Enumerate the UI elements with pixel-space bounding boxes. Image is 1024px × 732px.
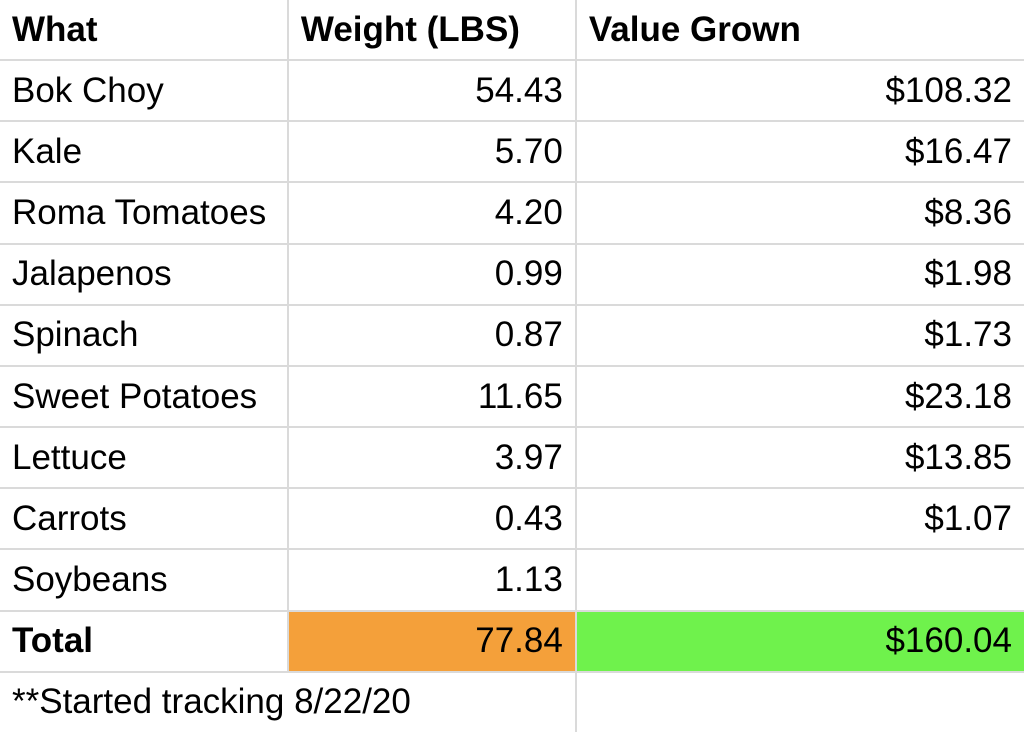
table-row: Jalapenos 0.99 $1.98 bbox=[0, 242, 1024, 306]
total-value-cell[interactable]: $160.04 bbox=[574, 609, 1024, 673]
cell-weight[interactable]: 0.87 bbox=[286, 303, 577, 367]
cell-value[interactable]: $1.07 bbox=[574, 487, 1024, 551]
cell-weight[interactable]: 1.13 bbox=[286, 548, 577, 612]
cell-weight[interactable]: 0.43 bbox=[286, 487, 577, 551]
cell-what[interactable]: Bok Choy bbox=[0, 59, 289, 123]
cell-weight[interactable]: 0.99 bbox=[286, 242, 577, 306]
cell-what[interactable]: Kale bbox=[0, 120, 289, 184]
cell-weight[interactable]: 11.65 bbox=[286, 364, 577, 429]
table-row: Carrots 0.43 $1.07 bbox=[0, 487, 1024, 551]
cell-what[interactable]: Spinach bbox=[0, 303, 289, 367]
cell-weight[interactable]: 5.70 bbox=[286, 120, 577, 184]
cell-value[interactable]: $13.85 bbox=[574, 426, 1024, 490]
table-row: Lettuce 3.97 $13.85 bbox=[0, 426, 1024, 490]
table-row: Roma Tomatoes 4.20 $8.36 bbox=[0, 181, 1024, 245]
cell-value[interactable]: $16.47 bbox=[574, 120, 1024, 184]
total-label-cell[interactable]: Total bbox=[0, 609, 289, 673]
cell-what[interactable]: Sweet Potatoes bbox=[0, 364, 289, 429]
table-row: Bok Choy 54.43 $108.32 bbox=[0, 59, 1024, 123]
footnote-row: **Started tracking 8/22/20 bbox=[0, 670, 1024, 732]
table-row: Soybeans 1.13 bbox=[0, 548, 1024, 612]
header-row: What Weight (LBS) Value Grown bbox=[0, 0, 1024, 62]
total-weight-cell[interactable]: 77.84 bbox=[286, 609, 577, 673]
header-cell-weight[interactable]: Weight (LBS) bbox=[286, 0, 577, 62]
header-cell-value[interactable]: Value Grown bbox=[574, 0, 1024, 62]
cell-what[interactable]: Roma Tomatoes bbox=[0, 181, 289, 245]
total-row: Total 77.84 $160.04 bbox=[0, 609, 1024, 673]
cell-value[interactable]: $23.18 bbox=[574, 364, 1024, 429]
table-row: Spinach 0.87 $1.73 bbox=[0, 303, 1024, 367]
cell-what[interactable]: Soybeans bbox=[0, 548, 289, 612]
cell-weight[interactable]: 54.43 bbox=[286, 59, 577, 123]
cell-value[interactable]: $8.36 bbox=[574, 181, 1024, 245]
cell-weight[interactable]: 3.97 bbox=[286, 426, 577, 490]
cell-what[interactable]: Jalapenos bbox=[0, 242, 289, 306]
cell-value[interactable]: $108.32 bbox=[574, 59, 1024, 123]
cell-what[interactable]: Lettuce bbox=[0, 426, 289, 490]
cell-value[interactable]: $1.73 bbox=[574, 303, 1024, 367]
footnote-cell[interactable]: **Started tracking 8/22/20 bbox=[0, 670, 577, 732]
cell-value[interactable] bbox=[574, 548, 1024, 612]
empty-cell[interactable] bbox=[574, 670, 1024, 732]
table-row: Kale 5.70 $16.47 bbox=[0, 120, 1024, 184]
header-cell-what[interactable]: What bbox=[0, 0, 289, 62]
cell-value[interactable]: $1.98 bbox=[574, 242, 1024, 306]
table-row: Sweet Potatoes 11.65 $23.18 bbox=[0, 364, 1024, 429]
cell-weight[interactable]: 4.20 bbox=[286, 181, 577, 245]
cell-what[interactable]: Carrots bbox=[0, 487, 289, 551]
